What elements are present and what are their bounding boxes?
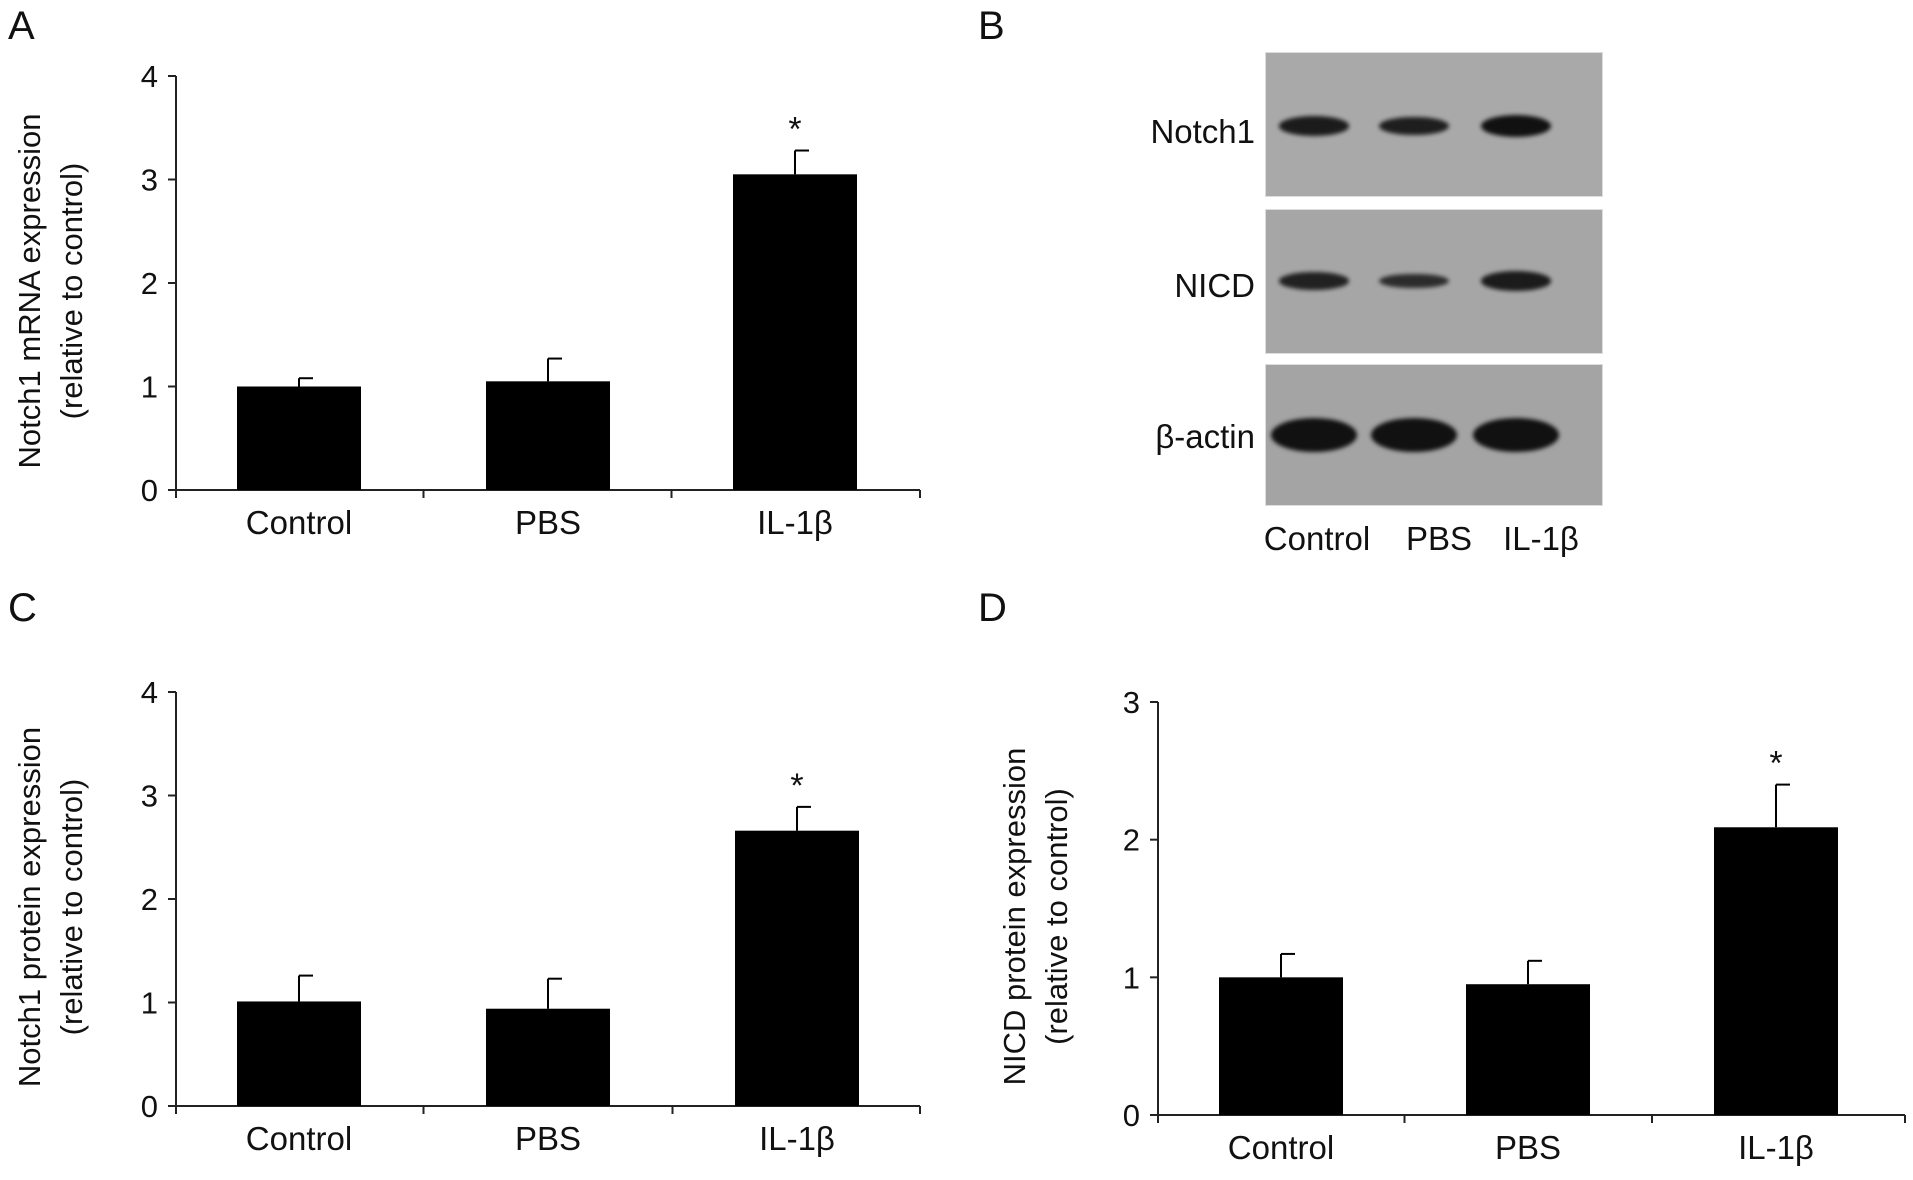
blot-lane-label-control: Control (1263, 520, 1371, 557)
chart-d-ytick-label: 3 (1123, 685, 1140, 720)
chart-c-ytick-label: 0 (141, 1089, 158, 1124)
blot-row-label-nicd: NICD (1174, 267, 1255, 304)
blot-strip-nicd (1265, 209, 1603, 354)
chart-d-ytick-label: 1 (1123, 960, 1140, 995)
chart-c-bar-0 (237, 1001, 361, 1106)
chart-c-ylabel-secondary: (relative to control) (54, 779, 89, 1036)
chart-a-category-label-1: PBS (515, 504, 581, 541)
chart-c-ytick-label: 2 (141, 882, 158, 917)
panel-label-c: C (8, 586, 37, 630)
chart-a-category-label-2: IL-1β (757, 504, 833, 541)
chart-c-category-label-0: Control (246, 1120, 352, 1157)
blot-row-label-notch1: Notch1 (1150, 113, 1255, 150)
blot-band (1473, 418, 1559, 452)
blot-band (1379, 116, 1449, 136)
chart-a-ylabel-secondary: (relative to control) (54, 163, 89, 420)
blot-strip-beta-actin (1265, 364, 1603, 506)
chart-c-ylabel: Notch1 protein expression (12, 727, 47, 1087)
chart-a-ytick-label: 1 (141, 370, 158, 405)
blot-lane-label-il1b: IL-1β (1503, 520, 1579, 557)
panel-label-b: B (978, 4, 1005, 48)
chart-d-bar-2 (1714, 827, 1838, 1115)
chart-d-ylabel-secondary: (relative to control) (1039, 788, 1074, 1045)
chart-c-bar-2 (735, 830, 859, 1106)
chart-d-ytick-label: 2 (1123, 823, 1140, 858)
chart-a-ytick-label: 2 (141, 266, 158, 301)
blot-band (1271, 418, 1357, 452)
chart-d-category-label-0: Control (1228, 1129, 1334, 1166)
chart-d-significance-2: * (1769, 745, 1782, 783)
chart-a-ytick-label: 3 (141, 163, 158, 198)
chart-d-bar-0 (1219, 977, 1343, 1115)
chart-a-ytick-label: 0 (141, 473, 158, 508)
chart-a-ytick-label: 4 (141, 59, 158, 94)
blot-band (1279, 116, 1349, 136)
blot-band (1279, 272, 1349, 290)
chart-c-ytick-label: 4 (141, 675, 158, 710)
chart-c-bar-1 (486, 1008, 610, 1106)
blot-lane-label-pbs: PBS (1405, 520, 1473, 557)
chart-d-ylabel: NICD protein expression (997, 748, 1032, 1086)
blot-row-label-beta-actin: β-actin (1155, 418, 1255, 455)
chart-c-ytick-label: 1 (141, 986, 158, 1021)
chart-a-ylabel: Notch1 mRNA expression (12, 114, 47, 469)
chart-a-significance-2: * (788, 111, 801, 149)
blot-strip-notch1 (1265, 52, 1603, 197)
chart-d-ytick-label: 0 (1123, 1098, 1140, 1133)
chart-a-bar-0 (237, 386, 361, 490)
chart-c-category-label-1: PBS (515, 1120, 581, 1157)
blot-band (1481, 115, 1551, 137)
chart-a-bar-1 (486, 381, 610, 490)
panel-label-a: A (8, 4, 35, 48)
chart-c-ytick-label: 3 (141, 779, 158, 814)
chart-a-category-label-0: Control (246, 504, 352, 541)
blot-band (1379, 273, 1449, 289)
chart-a-bar-2 (733, 174, 857, 490)
chart-d-category-label-2: IL-1β (1738, 1129, 1814, 1166)
chart-c-category-label-2: IL-1β (759, 1120, 835, 1157)
chart-d-category-label-1: PBS (1495, 1129, 1561, 1166)
blot-band (1481, 271, 1551, 291)
chart-c-significance-2: * (790, 767, 803, 805)
panel-label-d: D (978, 586, 1007, 630)
blot-band (1371, 418, 1457, 452)
chart-d-bar-1 (1466, 984, 1590, 1115)
